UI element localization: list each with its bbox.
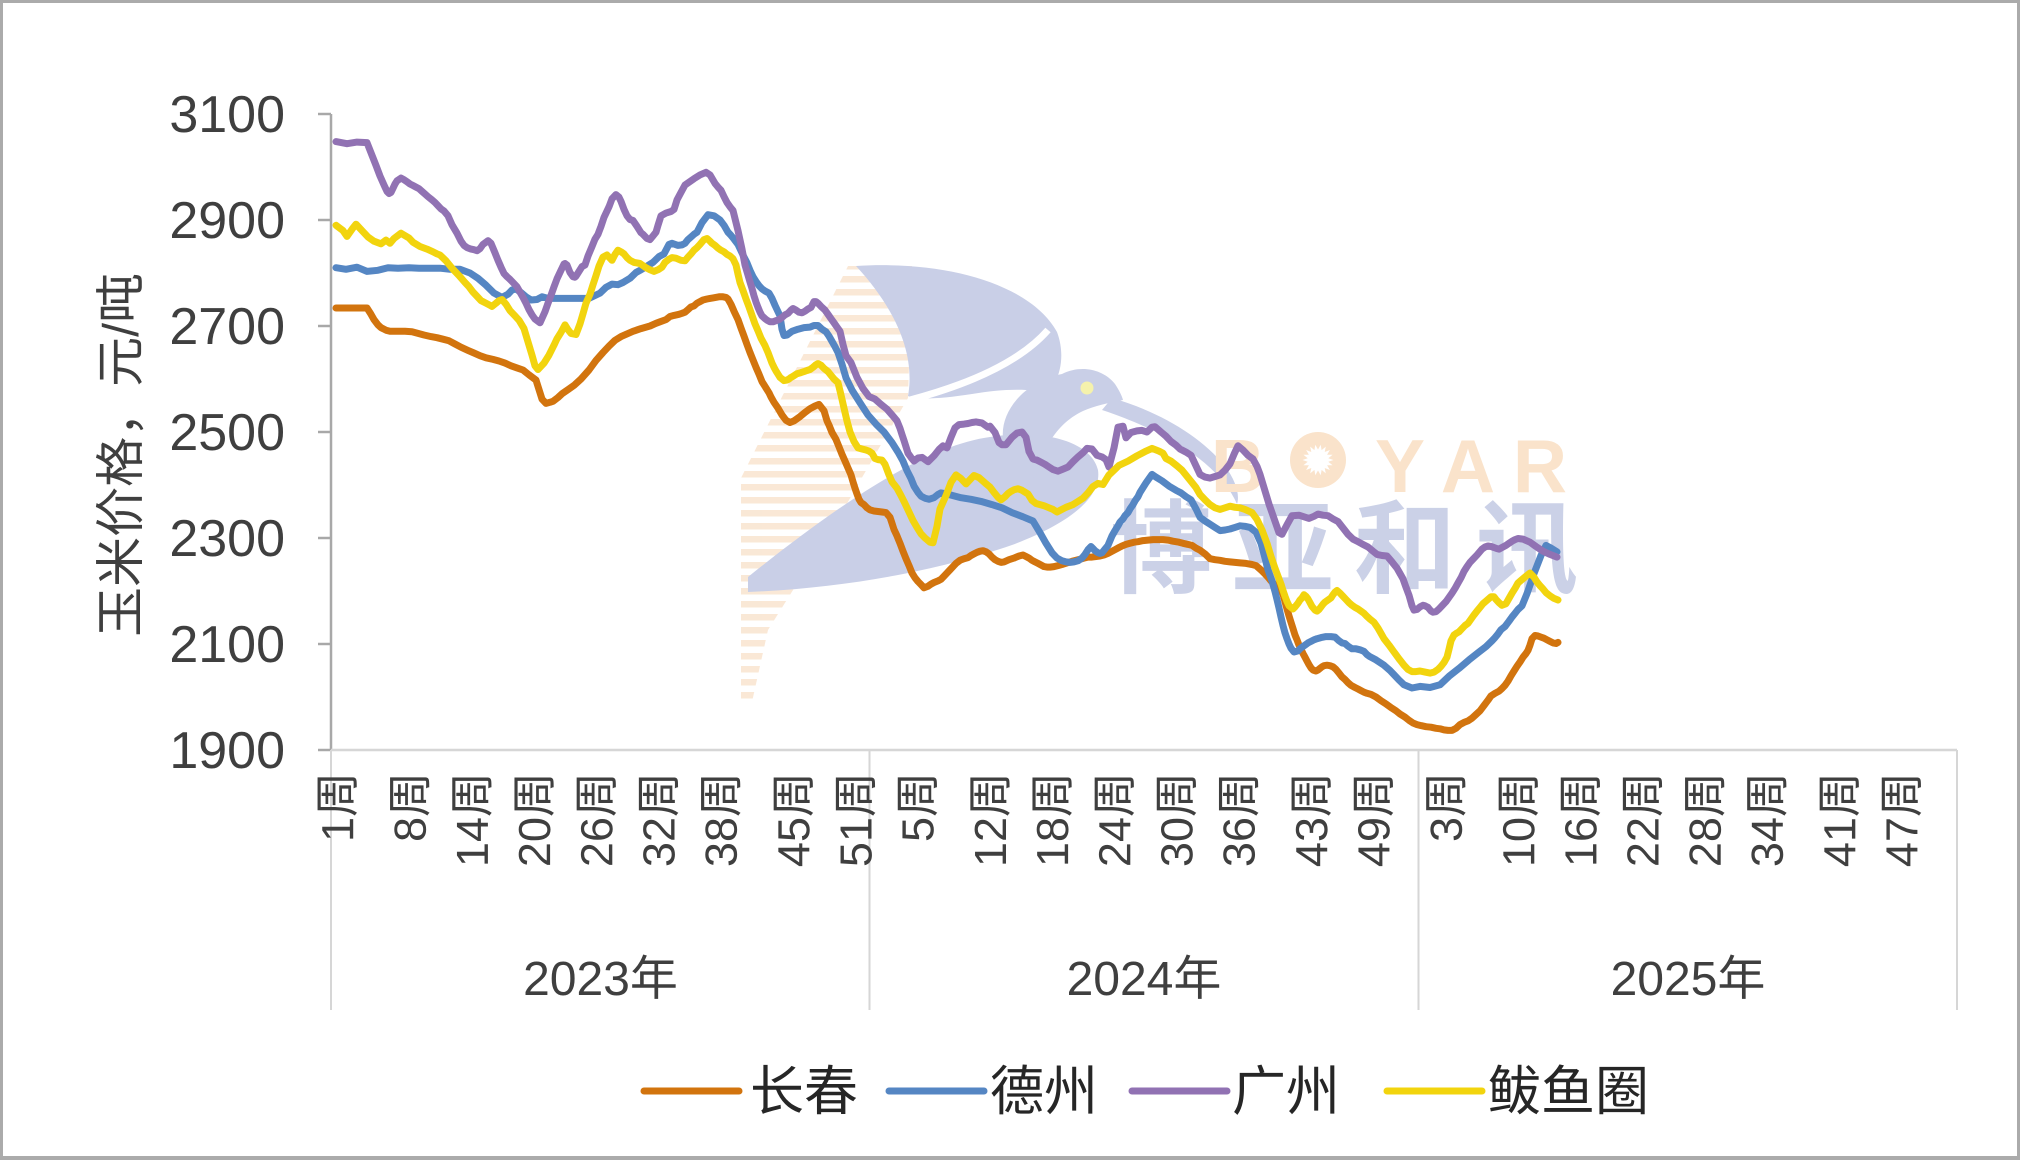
svg-text:2100: 2100 xyxy=(169,616,285,674)
svg-text:R: R xyxy=(1513,424,1567,508)
svg-text:1900: 1900 xyxy=(169,722,285,780)
svg-text:A: A xyxy=(1441,424,1495,508)
svg-text:2900: 2900 xyxy=(169,192,285,250)
svg-text:2300: 2300 xyxy=(169,510,285,568)
svg-text:Y: Y xyxy=(1375,424,1425,508)
svg-text:2500: 2500 xyxy=(169,404,285,462)
svg-text:3100: 3100 xyxy=(169,86,285,144)
svg-text:2700: 2700 xyxy=(169,298,285,356)
